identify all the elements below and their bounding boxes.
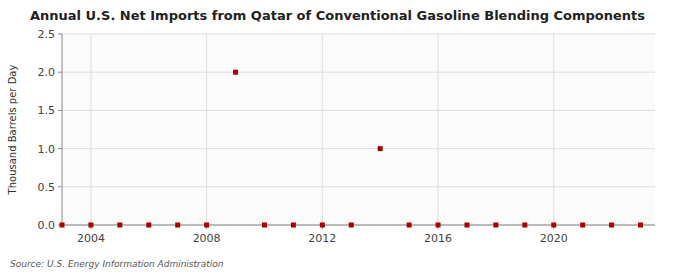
point: [291, 223, 296, 228]
tick-label: 2.5: [38, 28, 56, 41]
grid-line: [62, 110, 655, 111]
point: [493, 223, 498, 228]
point: [349, 223, 354, 228]
point: [320, 223, 325, 228]
y-axis-line: [62, 34, 63, 225]
title: Annual U.S. Net Imports from Qatar of Co…: [30, 8, 645, 23]
point: [233, 70, 238, 75]
tick-label: 2016: [424, 232, 452, 245]
point: [204, 223, 209, 228]
grid-line: [438, 34, 439, 225]
point: [580, 223, 585, 228]
point: [88, 223, 93, 228]
point: [378, 146, 383, 151]
y-axis-label: Thousand Barrels per Day: [7, 65, 18, 196]
tick-label: 2008: [193, 232, 221, 245]
grid-line: [90, 34, 91, 225]
point: [522, 223, 527, 228]
tick-label: 2020: [540, 232, 568, 245]
point: [407, 223, 412, 228]
point: [175, 223, 180, 228]
chart: 0.0 0.5 1.0 1.5 2.0 2.5 2004 2008 2012 2016 2020 An…: [0, 0, 675, 275]
point: [638, 223, 643, 228]
point: [146, 223, 151, 228]
tick-label: 1.5: [38, 104, 56, 117]
tick-label: 2004: [77, 232, 105, 245]
grid-line: [62, 34, 655, 35]
point: [117, 223, 122, 228]
tick-mark: [58, 72, 62, 73]
tick-mark: [58, 186, 62, 187]
grid-line: [62, 186, 655, 187]
tick-mark: [58, 148, 62, 149]
tick-label: 0.0: [38, 219, 56, 232]
tick-label: 0.5: [38, 181, 56, 194]
grid-line: [62, 72, 655, 73]
tick-mark: [58, 34, 62, 35]
marks: [60, 70, 644, 228]
point: [436, 223, 441, 228]
point: [262, 223, 267, 228]
tick-label: 2012: [308, 232, 336, 245]
tick-label: 2.0: [38, 66, 56, 79]
tick-mark: [58, 110, 62, 111]
grid-line: [553, 34, 554, 225]
point: [609, 223, 614, 228]
grid-line: [206, 34, 207, 225]
grid-line: [322, 34, 323, 225]
tick-label: 1.0: [38, 143, 56, 156]
plot-area: [62, 34, 655, 225]
point: [464, 223, 469, 228]
grid-line: [62, 148, 655, 149]
annotation: Source: U.S. Energy Information Administ…: [10, 259, 224, 269]
point: [60, 223, 65, 228]
point: [551, 223, 556, 228]
